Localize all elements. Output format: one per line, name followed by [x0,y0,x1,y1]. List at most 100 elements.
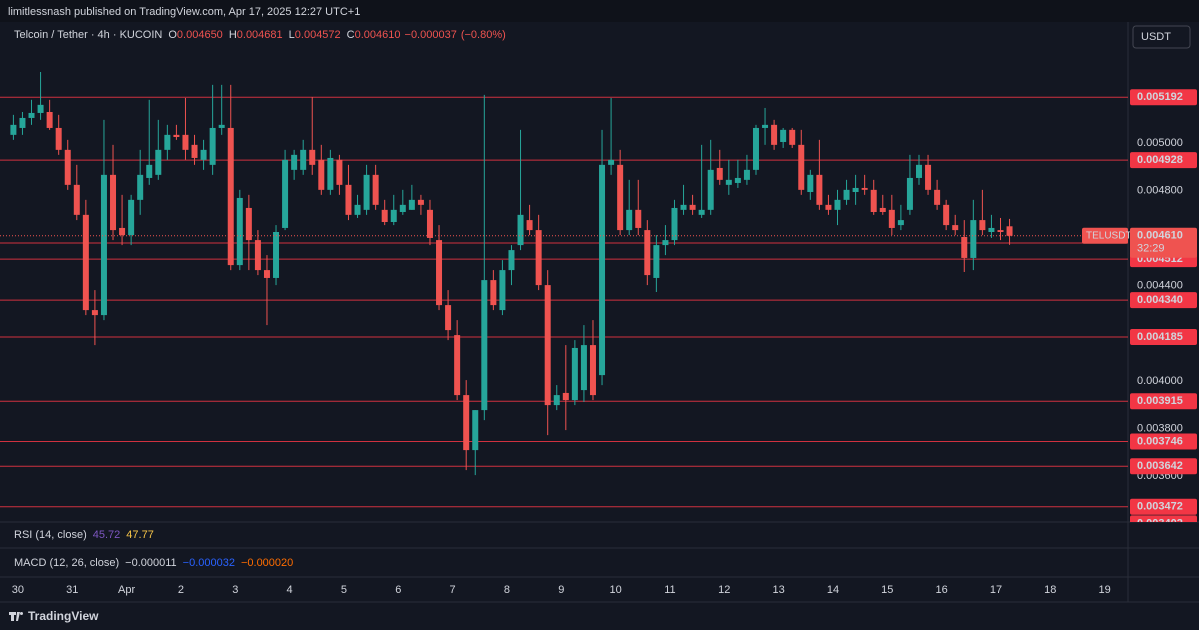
currency[interactable]: USDT [1141,31,1171,43]
candle-body [608,159,615,165]
footer-brand: TradingView [28,609,99,623]
candle-body [200,149,207,160]
candle-body [19,117,26,128]
candle-body [662,240,669,246]
level-tag [1130,152,1197,169]
candle-body [490,280,497,306]
level-label: 0.003642 [1137,460,1183,472]
candle-body [372,174,379,205]
indicator-legend: MACD (12, 26, close) −0.000011 −0.000032 −0… [14,557,293,569]
indicator-value: 45.72 [93,529,121,541]
level-tag [1130,433,1197,450]
candle-body [300,149,307,170]
level-label: 0.005192 [1137,91,1183,103]
candle-body [336,159,343,185]
level-tag [1130,89,1197,106]
candle-body [870,189,877,212]
candle-body [28,112,35,118]
candle-body [988,227,995,232]
candle-body [644,230,651,276]
candle-body [617,164,624,231]
candle-body [73,184,80,215]
x-tick-label: 3 [232,584,238,596]
y-tick-label: 0.003800 [1137,423,1183,435]
x-tick-label: 4 [287,584,293,596]
candle-body [508,250,515,271]
ohlc-value: 0.004610 [355,29,401,41]
change: −0.000037 [405,29,457,41]
candle-body [481,280,488,411]
candle-body [417,199,424,205]
candle-body [37,104,44,113]
x-tick-label: 12 [718,584,730,596]
candle-body [445,305,452,331]
candle-body [64,149,71,185]
ohlc-key: C [347,29,355,41]
candle-body [91,310,98,316]
candle-body [381,209,388,222]
x-tick-label: Apr [118,584,135,596]
candle-body [653,245,660,278]
candle-body [807,174,814,192]
candle-body [979,220,986,231]
candle-body [725,179,732,185]
candle-body [245,207,252,241]
candle-body [119,227,126,236]
candle-body [209,127,216,165]
candle-body [191,144,198,158]
symbol-tag [1082,227,1128,244]
y-tick-label: 0.005000 [1137,137,1183,149]
indicator-name: RSI (14, close) [14,529,87,541]
candle-body [291,154,298,170]
x-tick-label: 13 [772,584,784,596]
candle-body [571,347,578,401]
candle-body [816,174,823,205]
candle-body [426,209,433,238]
ohlc-key: H [229,29,237,41]
candle-body [553,395,560,406]
candle-body [1006,226,1013,236]
candle-body [263,270,270,278]
level-labels: 0.0051920.0049280.0045800.0045120.004340… [1130,89,1197,522]
candle-body [707,169,714,210]
ohlc-key: O [168,29,177,41]
candle-body [155,149,162,175]
candle-body [173,134,180,137]
candle-body [472,410,479,451]
x-tick-label: 8 [504,584,510,596]
candle-body [734,177,741,183]
candle-body [671,207,678,241]
level-tag [1130,458,1197,475]
published-note: limitlessnash published on TradingView.c… [8,6,360,18]
level-label: 0.004928 [1137,154,1183,166]
level-label: 0.003915 [1137,395,1183,407]
candle-body [752,127,759,170]
candle-body [934,189,941,205]
symbol-legend: Telcoin / Tether · 4h · KUCOIN O0.004650 H… [14,29,506,41]
level-tag [1130,515,1197,522]
currency-button[interactable] [1132,25,1191,49]
ohlc-value: 0.004650 [177,29,223,41]
candle-body [599,164,606,376]
candle-body [146,164,153,178]
y-tick-label: 0.004000 [1137,375,1183,387]
candle-body [771,124,778,145]
candle-body [408,199,415,210]
change-pct: (−0.80%) [461,29,506,41]
candle-body [236,197,243,266]
candle-body [961,237,968,258]
x-tick-label: 11 [664,584,675,596]
candle-body [82,214,89,311]
indicator-value: −0.000032 [183,557,235,569]
candle-body [970,220,977,258]
level-tag [1130,498,1197,515]
candle-body [544,285,551,406]
candle-body [825,204,832,210]
x-tick-label: 18 [1044,584,1056,596]
indicator-name: MACD (12, 26, close) [14,557,119,569]
last-price-tag [1130,227,1197,258]
ohlc-value: 0.004681 [237,29,283,41]
candle-body [227,127,234,266]
candle-body [879,207,886,212]
